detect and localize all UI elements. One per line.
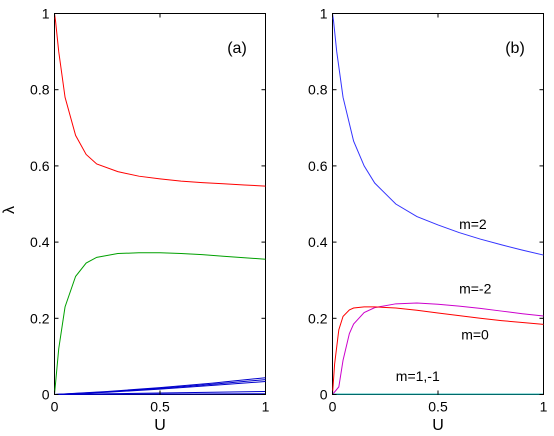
x-tick-label: 0	[329, 399, 337, 415]
curve-labels-b: m=2 m=-2 m=0 m=1,-1	[396, 216, 492, 384]
y-tick-label: 1	[320, 6, 328, 22]
series-layer-a	[54, 13, 266, 395]
y-tick-label: 0.4	[30, 234, 50, 250]
y-tick-label: 0.6	[308, 158, 328, 174]
curve-label: m=-2	[459, 281, 492, 297]
x-tick-label: 0	[51, 399, 59, 415]
series-line-b-m-0	[332, 306, 544, 395]
x-axis-label-a: U	[154, 417, 166, 434]
x-tick-label: 0.5	[150, 399, 170, 415]
panel-b: 0 0.5 1 0 0.2 0.4 0.6 0.8 1 m=2 m=-2 m=0 m=1,-1 (b)…	[308, 6, 548, 435]
panel-label-b: (b)	[505, 40, 525, 57]
x-tick-label: 1	[540, 399, 548, 415]
x-tick-label: 1	[262, 399, 270, 415]
series-line-b-m-2	[332, 302, 544, 395]
y-tick-label: 0	[42, 387, 50, 403]
y-tick-label: 0.4	[308, 234, 328, 250]
series-line-b-m-2	[332, 13, 544, 256]
x-tick-label: 0.5	[428, 399, 448, 415]
x-axis-label-b: U	[432, 417, 444, 434]
curve-label: m=2	[459, 216, 487, 232]
ticks-layer-b: 0 0.5 1 0 0.2 0.4 0.6 0.8 1	[308, 6, 548, 415]
y-tick-label: 0	[320, 387, 328, 403]
panel-a: 0 0.5 1 0 0.2 0.4 0.6 0.8 1 (a) U λ	[1, 6, 270, 435]
series-line-a-curve-1	[54, 252, 266, 395]
ticks-layer-a: 0 0.5 1 0 0.2 0.4 0.6 0.8 1	[30, 6, 270, 415]
y-tick-label: 0.2	[308, 310, 328, 326]
series-line-a-curve-0	[54, 13, 266, 187]
y-tick-label: 0.6	[30, 158, 50, 174]
curve-label: m=0	[461, 326, 489, 342]
y-axis-label-a: λ	[1, 206, 18, 214]
y-tick-label: 1	[42, 6, 50, 22]
plot-frame-a	[54, 13, 266, 395]
curve-label: m=1,-1	[396, 368, 440, 384]
panel-label-a: (a)	[227, 40, 247, 57]
series-layer-b	[332, 13, 544, 395]
y-tick-label: 0.8	[308, 82, 328, 98]
series-line-a-curve-4	[54, 381, 266, 395]
y-tick-label: 0.2	[30, 310, 50, 326]
y-tick-label: 0.8	[30, 82, 50, 98]
plot-frame-b	[332, 13, 544, 395]
